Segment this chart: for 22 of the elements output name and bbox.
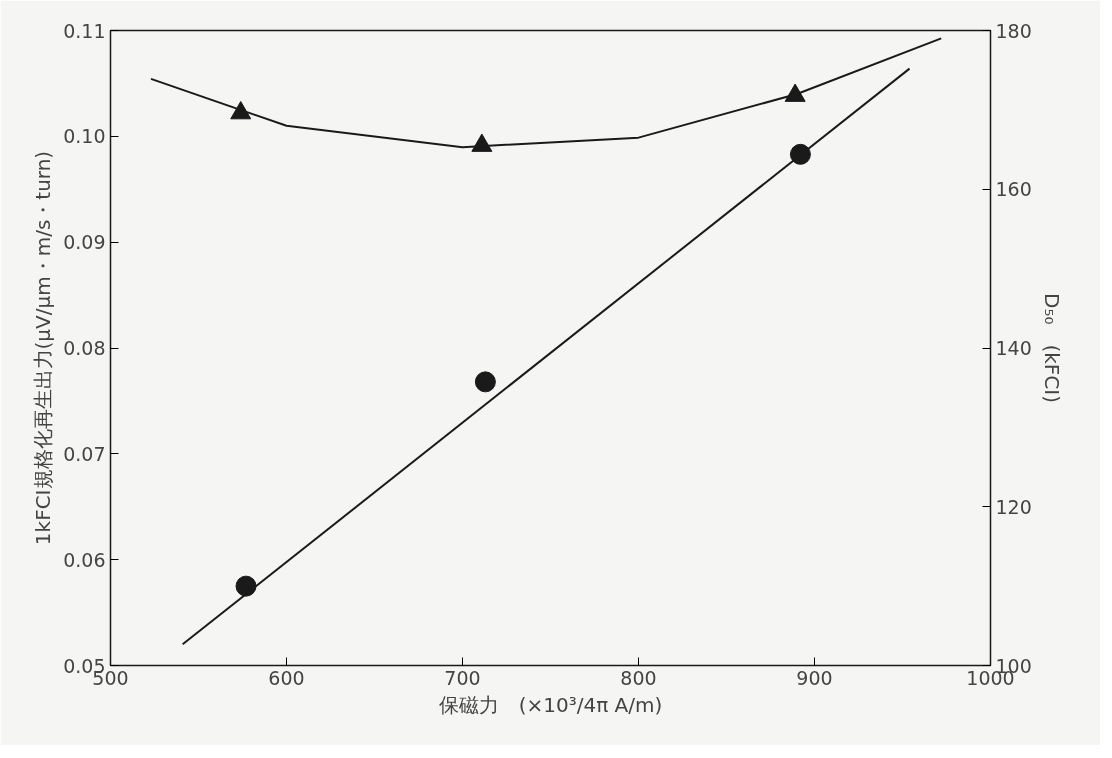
y2-tick-label: 140 xyxy=(995,337,1032,359)
y2-axis-title: D₅₀ (kFCI) xyxy=(1039,293,1064,403)
y-tick-label: 0.07 xyxy=(63,442,106,465)
x-tick-label: 900 xyxy=(796,666,833,689)
x-axis-title: 保磁力 (×10³/4π A/m) xyxy=(438,692,663,717)
y-tick-label: 0.08 xyxy=(63,337,106,359)
y2-tick-label: 160 xyxy=(995,178,1032,201)
y2-tick-label: 180 xyxy=(995,19,1032,42)
y2-tick-label: 120 xyxy=(995,495,1032,518)
y-axis-title: 1kFCI規格化再生出力(μV/μm・m/s・turn) xyxy=(31,150,56,546)
x-tick-label: 700 xyxy=(444,666,481,689)
x-tick-label: 600 xyxy=(268,666,305,689)
point xyxy=(474,371,496,393)
point xyxy=(235,575,257,597)
y-tick-label: 0.09 xyxy=(63,231,106,254)
y-tick-label: 0.11 xyxy=(63,19,106,42)
point xyxy=(784,83,806,102)
x-tick-label: 800 xyxy=(620,666,657,689)
line-series xyxy=(149,37,943,149)
y-tick-label: 0.06 xyxy=(63,548,106,571)
y-tick-label: 0.10 xyxy=(63,125,106,148)
point xyxy=(789,143,811,165)
